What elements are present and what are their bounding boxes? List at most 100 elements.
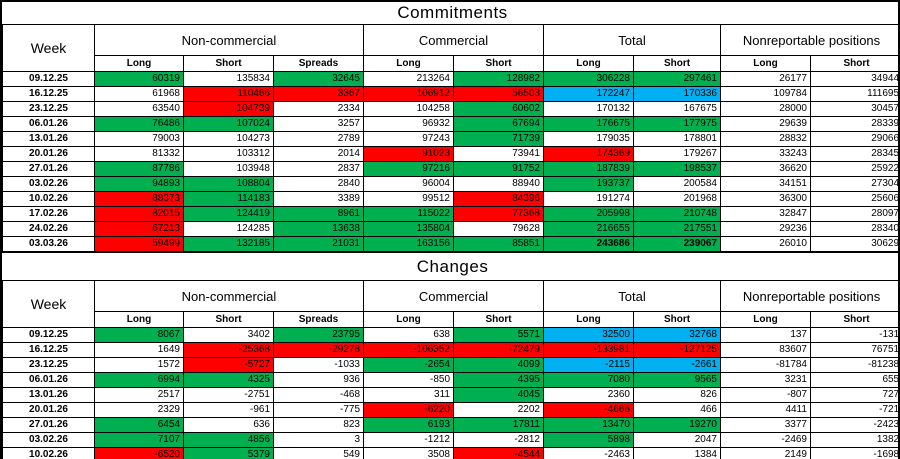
value-cell[interactable]: 3257 [273, 116, 364, 132]
value-cell[interactable]: 28000 [720, 101, 811, 117]
value-cell[interactable]: 25606 [809, 191, 900, 207]
value-cell[interactable]: 2789 [273, 131, 364, 147]
value-cell[interactable]: 2014 [273, 146, 364, 162]
value-cell[interactable]: 636 [183, 417, 274, 433]
value-cell[interactable]: 79003 [94, 131, 184, 147]
value-cell[interactable]: -81238 [809, 357, 900, 373]
value-cell[interactable]: -72479 [453, 342, 544, 358]
value-cell[interactable]: 6454 [94, 417, 184, 433]
value-cell[interactable]: 36300 [720, 191, 811, 207]
value-cell[interactable]: 6193 [363, 417, 454, 433]
value-cell[interactable]: -721 [809, 402, 900, 418]
value-cell[interactable]: 2837 [273, 161, 364, 177]
value-cell[interactable]: 7080 [543, 372, 634, 388]
week-cell[interactable]: 09.12.25 [2, 327, 95, 343]
value-cell[interactable]: -25368 [183, 342, 274, 358]
value-cell[interactable]: 96004 [363, 176, 454, 192]
value-cell[interactable]: -775 [273, 402, 364, 418]
value-cell[interactable]: 56503 [453, 86, 544, 102]
value-cell[interactable]: 32768 [633, 327, 721, 343]
week-cell[interactable]: 17.02.26 [2, 206, 95, 222]
value-cell[interactable]: -2812 [453, 432, 544, 448]
value-cell[interactable]: 2360 [543, 387, 634, 403]
value-cell[interactable]: 17811 [453, 417, 544, 433]
value-cell[interactable]: -2661 [633, 357, 721, 373]
value-cell[interactable]: 2517 [94, 387, 184, 403]
value-cell[interactable]: -2654 [363, 357, 454, 373]
value-cell[interactable]: 104273 [183, 131, 274, 147]
value-cell[interactable]: 176675 [543, 116, 634, 132]
value-cell[interactable]: 177975 [633, 116, 721, 132]
value-cell[interactable]: 59499 [94, 236, 184, 253]
value-cell[interactable]: -6220 [363, 402, 454, 418]
value-cell[interactable]: 91752 [453, 161, 544, 177]
value-cell[interactable]: 111695 [809, 86, 900, 102]
value-cell[interactable]: 174369 [543, 146, 634, 162]
value-cell[interactable]: -4666 [543, 402, 634, 418]
value-cell[interactable]: -6520 [94, 447, 184, 459]
value-cell[interactable]: 103948 [183, 161, 274, 177]
value-cell[interactable]: 107024 [183, 116, 274, 132]
value-cell[interactable]: -961 [183, 402, 274, 418]
value-cell[interactable]: 29066 [809, 131, 900, 147]
week-cell[interactable]: 06.01.26 [2, 372, 95, 388]
value-cell[interactable]: -133981 [543, 342, 634, 358]
week-cell[interactable]: 20.01.26 [2, 402, 95, 418]
value-cell[interactable]: 4411 [720, 402, 811, 418]
value-cell[interactable]: 67213 [94, 221, 184, 237]
value-cell[interactable]: -1212 [363, 432, 454, 448]
value-cell[interactable]: 167675 [633, 101, 721, 117]
value-cell[interactable]: 28345 [809, 146, 900, 162]
value-cell[interactable]: 217551 [633, 221, 721, 237]
value-cell[interactable]: -2423 [809, 417, 900, 433]
value-cell[interactable]: 198537 [633, 161, 721, 177]
value-cell[interactable]: 23795 [273, 327, 364, 343]
week-cell[interactable]: 27.01.26 [2, 161, 95, 177]
value-cell[interactable]: 3231 [720, 372, 811, 388]
value-cell[interactable]: 638 [363, 327, 454, 343]
value-cell[interactable]: 306228 [543, 71, 634, 87]
value-cell[interactable]: 104258 [363, 101, 454, 117]
value-cell[interactable]: 1572 [94, 357, 184, 373]
value-cell[interactable]: 178801 [633, 131, 721, 147]
week-cell[interactable]: 03.03.26 [2, 236, 95, 253]
value-cell[interactable]: 88940 [453, 176, 544, 192]
week-cell[interactable]: 06.01.26 [2, 116, 95, 132]
value-cell[interactable]: 170336 [633, 86, 721, 102]
value-cell[interactable]: 655 [809, 372, 900, 388]
value-cell[interactable]: 200584 [633, 176, 721, 192]
value-cell[interactable]: 19270 [633, 417, 721, 433]
value-cell[interactable]: 124419 [183, 206, 274, 222]
value-cell[interactable]: 25922 [809, 161, 900, 177]
week-cell[interactable]: 20.01.26 [2, 146, 95, 162]
week-cell[interactable]: 23.12.25 [2, 357, 95, 373]
value-cell[interactable]: 1384 [633, 447, 721, 459]
value-cell[interactable]: 28832 [720, 131, 811, 147]
value-cell[interactable]: 2329 [94, 402, 184, 418]
week-cell[interactable]: 16.12.25 [2, 86, 95, 102]
value-cell[interactable]: -5727 [183, 357, 274, 373]
value-cell[interactable]: 5571 [453, 327, 544, 343]
value-cell[interactable]: 83607 [720, 342, 811, 358]
value-cell[interactable]: 3389 [273, 191, 364, 207]
value-cell[interactable]: 26177 [720, 71, 811, 87]
value-cell[interactable]: 823 [273, 417, 364, 433]
value-cell[interactable]: 97243 [363, 131, 454, 147]
value-cell[interactable]: 3367 [273, 86, 364, 102]
value-cell[interactable]: 5898 [543, 432, 634, 448]
value-cell[interactable]: 63540 [94, 101, 184, 117]
value-cell[interactable]: 30629 [809, 236, 900, 253]
value-cell[interactable]: 96932 [363, 116, 454, 132]
value-cell[interactable]: 97216 [363, 161, 454, 177]
value-cell[interactable]: 32500 [543, 327, 634, 343]
value-cell[interactable]: 5379 [183, 447, 274, 459]
value-cell[interactable]: 4045 [453, 387, 544, 403]
value-cell[interactable]: 2840 [273, 176, 364, 192]
value-cell[interactable]: 28097 [809, 206, 900, 222]
value-cell[interactable]: 163156 [363, 236, 454, 253]
value-cell[interactable]: -131 [809, 327, 900, 343]
week-cell[interactable]: 10.02.26 [2, 447, 95, 459]
value-cell[interactable]: 85851 [453, 236, 544, 253]
value-cell[interactable]: 13638 [273, 221, 364, 237]
value-cell[interactable]: 466 [633, 402, 721, 418]
